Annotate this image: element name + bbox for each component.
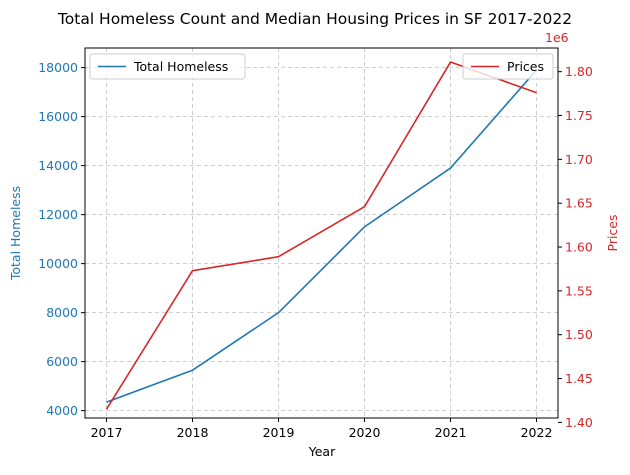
x-tick-label: 2022 (521, 425, 553, 440)
right-y-tick-label: 1.55 (565, 283, 593, 298)
x-tick-label: 2020 (349, 425, 381, 440)
left-y-tick-label: 16000 (38, 109, 78, 124)
series-line-prices (105, 61, 537, 410)
right-y-tick-label: 1.75 (565, 108, 593, 123)
x-axis-label: Year (308, 444, 336, 459)
left-y-axis-label: Total Homeless (8, 186, 23, 281)
right-y-tick-label: 1.45 (565, 371, 593, 386)
right-y-axis: 1.40 1.45 1.50 1.55 1.60 1.65 1.70 1.75 1.80 (558, 64, 593, 430)
left-y-tick-label: 10000 (38, 256, 78, 271)
right-y-axis-label: Prices (605, 214, 620, 251)
grid-lines (85, 48, 558, 418)
plot-frame (84, 47, 559, 419)
x-tick-label: 2017 (91, 425, 123, 440)
x-tick-label: 2021 (435, 425, 467, 440)
right-y-tick-label: 1.65 (565, 196, 593, 211)
x-tick-label: 2019 (263, 425, 295, 440)
right-y-tick-label: 1.40 (565, 415, 593, 430)
left-y-tick-label: 12000 (38, 207, 78, 222)
left-y-tick-label: 8000 (46, 305, 78, 320)
series-lines (105, 61, 538, 410)
legend-prices: Prices (462, 53, 554, 80)
left-y-axis: 4000 6000 8000 10000 12000 14000 16000 18000 (38, 60, 85, 418)
left-y-tick-label: 6000 (46, 354, 78, 369)
legend-total-homeless: Total Homeless (89, 53, 246, 80)
legend-label: Total Homeless (133, 59, 228, 74)
left-y-tick-label: 14000 (38, 158, 78, 173)
right-y-tick-label: 1.60 (565, 240, 593, 255)
right-y-tick-label: 1.70 (565, 152, 593, 167)
right-y-tick-label: 1.80 (565, 64, 593, 79)
series-line-total-homeless (106, 69, 538, 403)
legend-label: Prices (507, 59, 544, 74)
left-y-tick-label: 18000 (38, 60, 78, 75)
chart-title: Total Homeless Count and Median Housing … (57, 10, 572, 28)
left-y-tick-label: 4000 (46, 403, 78, 418)
legend-frame (462, 53, 554, 80)
x-axis: 2017 2018 2019 2020 2021 2022 (91, 418, 553, 440)
legend-frame (89, 53, 246, 80)
right-y-axis-offset-label: 1e6 (545, 30, 569, 45)
x-tick-label: 2018 (177, 425, 209, 440)
right-y-tick-label: 1.50 (565, 327, 593, 342)
